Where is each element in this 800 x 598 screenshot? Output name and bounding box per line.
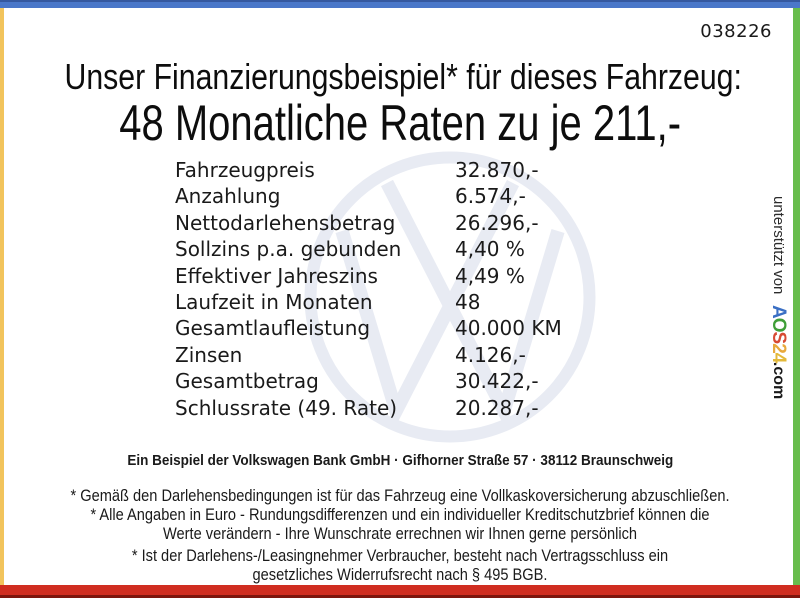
support-banner: unterstützt von AOS24.com [767, 196, 789, 446]
row-value: 6.574,- [455, 184, 526, 209]
row-label: Schlussrate (49. Rate) [175, 395, 398, 420]
table-row: Gesamtlaufleistung 40.000 KM [175, 315, 655, 341]
table-row: Nettodarlehensbetrag 26.296,- [175, 210, 655, 236]
row-label: Nettodarlehensbetrag [175, 210, 396, 235]
row-value: 48 [455, 290, 481, 315]
finance-table: Fahrzeugpreis 32.870,- Anzahlung 6.574,-… [175, 157, 655, 421]
right-accent-bar [793, 8, 800, 586]
table-row: Laufzeit in Monaten 48 [175, 289, 655, 315]
left-accent-bar [0, 8, 4, 586]
row-label: Laufzeit in Monaten [175, 290, 373, 315]
disclaimer-withdrawal-right: * Ist der Darlehens-/Leasingnehmer Verbr… [131, 546, 669, 584]
aos24-letter: O [768, 317, 789, 332]
table-row: Anzahlung 6.574,- [175, 183, 655, 209]
row-value: 4,40 % [455, 237, 525, 262]
aos24-logo: AOS24 [768, 299, 789, 362]
row-value: 32.870,- [455, 158, 539, 182]
table-row: Schlussrate (49. Rate) 20.287,- [175, 395, 655, 421]
disclaimer-insurance: * Gemäß den Darlehensbedingungen ist für… [70, 485, 730, 505]
aos24-letter: 4 [768, 352, 789, 362]
row-label: Anzahlung [175, 184, 281, 209]
row-label: Zinsen [175, 342, 243, 367]
row-value: 40.000 KM [455, 316, 562, 341]
disclaimer-euro-rounding: * Alle Angaben in Euro - Rundungsdiffere… [90, 505, 710, 543]
table-row: Effektiver Jahreszins 4,49 % [175, 263, 655, 289]
monthly-rate-headline: 48 Monatliche Raten zu je 211,- [0, 94, 800, 152]
row-label: Gesamtbetrag [175, 369, 319, 394]
table-row: Gesamtbetrag 30.422,- [175, 368, 655, 394]
bank-address-line: Ein Beispiel der Volkswagen Bank GmbH · … [0, 452, 800, 469]
row-value: 30.422,- [455, 369, 539, 394]
monthly-rate-headline-text: 48 Monatliche Raten zu je 211,- [119, 95, 681, 151]
aos24-letter: A [768, 304, 789, 318]
table-row: Sollzins p.a. gebunden 4,40 % [175, 236, 655, 262]
vw-logo-watermark-icon [304, 151, 596, 443]
row-value: 26.296,- [455, 210, 539, 235]
bank-address-text: Ein Beispiel der Volkswagen Bank GmbH · … [127, 452, 673, 469]
row-value: 20.287,- [455, 395, 539, 420]
offer-title-text: Unser Finanzierungsbeispiel* für dieses … [64, 56, 742, 97]
top-accent-bar [0, 0, 800, 8]
aos24-letter: 2 [768, 342, 789, 353]
aos24-letter: S [768, 331, 789, 343]
row-value: 4.126,- [455, 342, 526, 367]
support-text: unterstützt von [770, 196, 787, 299]
table-row: Zinsen 4.126,- [175, 342, 655, 368]
row-label: Effektiver Jahreszins [175, 263, 378, 288]
document-number: 038226 [700, 21, 772, 42]
row-label: Fahrzeugpreis [175, 158, 315, 182]
row-label: Gesamtlaufleistung [175, 316, 371, 341]
row-value: 4,49 % [455, 263, 525, 288]
table-row: Fahrzeugpreis 32.870,- [175, 157, 655, 183]
row-label: Sollzins p.a. gebunden [175, 237, 402, 262]
aos24-domain-suffix: .com [770, 361, 787, 400]
offer-title: Unser Finanzierungsbeispiel* für dieses … [0, 56, 800, 98]
bottom-accent-bar [0, 585, 800, 598]
